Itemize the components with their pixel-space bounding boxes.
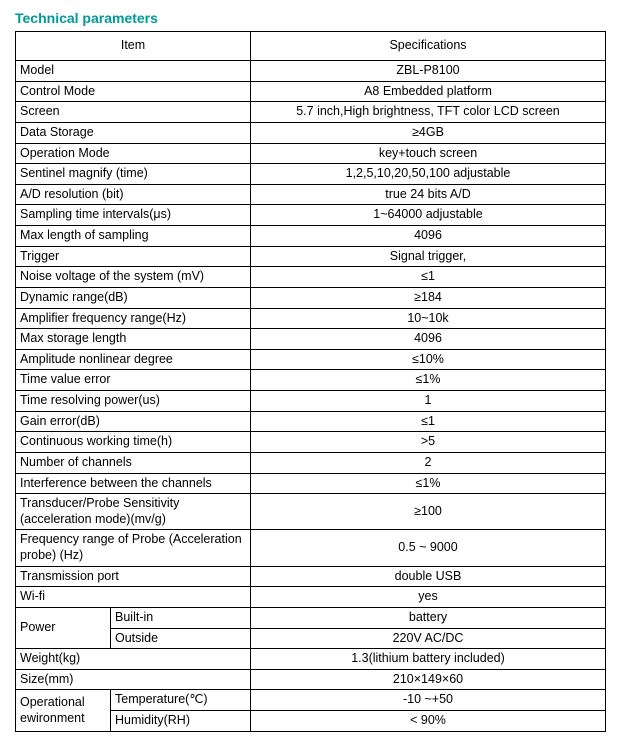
table-row: Weight(kg)1.3(lithium battery included) bbox=[16, 649, 606, 670]
table-row: Transmission portdouble USB bbox=[16, 566, 606, 587]
spec-cell: A8 Embedded platform bbox=[251, 81, 606, 102]
item-cell: Transmission port bbox=[16, 566, 251, 587]
subitem-cell: Temperature(℃) bbox=[111, 690, 251, 711]
table-row: Max length of sampling4096 bbox=[16, 226, 606, 247]
table-row: Sentinel magnify (time)1,2,5,10,20,50,10… bbox=[16, 164, 606, 185]
item-cell: Sampling time intervals(μs) bbox=[16, 205, 251, 226]
item-cell: Size(mm) bbox=[16, 669, 251, 690]
header-spec: Specifications bbox=[251, 32, 606, 61]
table-row: Wi-fiyes bbox=[16, 587, 606, 608]
table-row: Time value error≤1% bbox=[16, 370, 606, 391]
table-row: Number of channels2 bbox=[16, 452, 606, 473]
item-cell: Gain error(dB) bbox=[16, 411, 251, 432]
item-cell: Data Storage bbox=[16, 122, 251, 143]
spec-cell: -10 ~+50 bbox=[251, 690, 606, 711]
group-cell: Operational ewironment bbox=[16, 690, 111, 731]
item-cell: Operation Mode bbox=[16, 143, 251, 164]
spec-cell: 4096 bbox=[251, 226, 606, 247]
spec-cell: ≥100 bbox=[251, 494, 606, 530]
table-row: Frequency range of Probe (Acceleration p… bbox=[16, 530, 606, 566]
subitem-cell: Outside bbox=[111, 628, 251, 649]
section-title: Technical parameters bbox=[15, 10, 615, 26]
spec-cell: 1 bbox=[251, 391, 606, 412]
table-row: PowerBuilt-inbattery bbox=[16, 607, 606, 628]
table-row: Max storage length4096 bbox=[16, 329, 606, 350]
table-row: Dynamic range(dB)≥184 bbox=[16, 287, 606, 308]
table-row: Continuous working time(h)>5 bbox=[16, 432, 606, 453]
item-cell: Dynamic range(dB) bbox=[16, 287, 251, 308]
spec-cell: 4096 bbox=[251, 329, 606, 350]
table-row: Screen5.7 inch,High brightness, TFT colo… bbox=[16, 102, 606, 123]
spec-cell: ≤1 bbox=[251, 411, 606, 432]
spec-cell: 210×149×60 bbox=[251, 669, 606, 690]
spec-cell: battery bbox=[251, 607, 606, 628]
spec-table: Item Specifications ModelZBL-P8100Contro… bbox=[15, 31, 606, 732]
item-cell: Wi-fi bbox=[16, 587, 251, 608]
spec-cell: ≤10% bbox=[251, 349, 606, 370]
spec-cell: 10~10k bbox=[251, 308, 606, 329]
item-cell: Interference between the channels bbox=[16, 473, 251, 494]
spec-cell: ≥184 bbox=[251, 287, 606, 308]
item-cell: Weight(kg) bbox=[16, 649, 251, 670]
spec-cell: double USB bbox=[251, 566, 606, 587]
table-row: TriggerSignal trigger, bbox=[16, 246, 606, 267]
item-cell: A/D resolution (bit) bbox=[16, 184, 251, 205]
table-row: Amplitude nonlinear degree≤10% bbox=[16, 349, 606, 370]
item-cell: Number of channels bbox=[16, 452, 251, 473]
item-cell: Transducer/Probe Sensitivity (accelerati… bbox=[16, 494, 251, 530]
spec-cell: true 24 bits A/D bbox=[251, 184, 606, 205]
table-row: Amplifier frequency range(Hz)10~10k bbox=[16, 308, 606, 329]
spec-cell: 1,2,5,10,20,50,100 adjustable bbox=[251, 164, 606, 185]
item-cell: Screen bbox=[16, 102, 251, 123]
subitem-cell: Built-in bbox=[111, 607, 251, 628]
table-row: Control ModeA8 Embedded platform bbox=[16, 81, 606, 102]
header-item: Item bbox=[16, 32, 251, 61]
spec-cell: yes bbox=[251, 587, 606, 608]
item-cell: Control Mode bbox=[16, 81, 251, 102]
item-cell: Amplitude nonlinear degree bbox=[16, 349, 251, 370]
spec-cell: ≤1% bbox=[251, 370, 606, 391]
table-row: A/D resolution (bit)true 24 bits A/D bbox=[16, 184, 606, 205]
table-row: Operational ewironmentTemperature(℃)-10 … bbox=[16, 690, 606, 711]
spec-cell: ≥4GB bbox=[251, 122, 606, 143]
item-cell: Model bbox=[16, 61, 251, 82]
item-cell: Max length of sampling bbox=[16, 226, 251, 247]
item-cell: Amplifier frequency range(Hz) bbox=[16, 308, 251, 329]
spec-cell: 0.5 ~ 9000 bbox=[251, 530, 606, 566]
spec-cell: 1~64000 adjustable bbox=[251, 205, 606, 226]
item-cell: Noise voltage of the system (mV) bbox=[16, 267, 251, 288]
table-row: Data Storage≥4GB bbox=[16, 122, 606, 143]
spec-cell: 5.7 inch,High brightness, TFT color LCD … bbox=[251, 102, 606, 123]
spec-cell: 1.3(lithium battery included) bbox=[251, 649, 606, 670]
spec-cell: >5 bbox=[251, 432, 606, 453]
table-row: Interference between the channels≤1% bbox=[16, 473, 606, 494]
spec-cell: key+touch screen bbox=[251, 143, 606, 164]
item-cell: Trigger bbox=[16, 246, 251, 267]
table-row: Gain error(dB)≤1 bbox=[16, 411, 606, 432]
spec-cell: < 90% bbox=[251, 711, 606, 732]
spec-cell: 2 bbox=[251, 452, 606, 473]
spec-cell: ≤1 bbox=[251, 267, 606, 288]
item-cell: Max storage length bbox=[16, 329, 251, 350]
table-row: Size(mm)210×149×60 bbox=[16, 669, 606, 690]
spec-cell: ≤1% bbox=[251, 473, 606, 494]
spec-cell: ZBL-P8100 bbox=[251, 61, 606, 82]
item-cell: Time value error bbox=[16, 370, 251, 391]
table-row: Time resolving power(us)1 bbox=[16, 391, 606, 412]
item-cell: Continuous working time(h) bbox=[16, 432, 251, 453]
table-header-row: Item Specifications bbox=[16, 32, 606, 61]
group-cell: Power bbox=[16, 607, 111, 648]
subitem-cell: Humidity(RH) bbox=[111, 711, 251, 732]
item-cell: Frequency range of Probe (Acceleration p… bbox=[16, 530, 251, 566]
table-row: Transducer/Probe Sensitivity (accelerati… bbox=[16, 494, 606, 530]
spec-cell: Signal trigger, bbox=[251, 246, 606, 267]
table-row: Operation Modekey+touch screen bbox=[16, 143, 606, 164]
table-row: ModelZBL-P8100 bbox=[16, 61, 606, 82]
spec-cell: 220V AC/DC bbox=[251, 628, 606, 649]
table-row: Sampling time intervals(μs)1~64000 adjus… bbox=[16, 205, 606, 226]
table-row: Noise voltage of the system (mV)≤1 bbox=[16, 267, 606, 288]
item-cell: Sentinel magnify (time) bbox=[16, 164, 251, 185]
item-cell: Time resolving power(us) bbox=[16, 391, 251, 412]
